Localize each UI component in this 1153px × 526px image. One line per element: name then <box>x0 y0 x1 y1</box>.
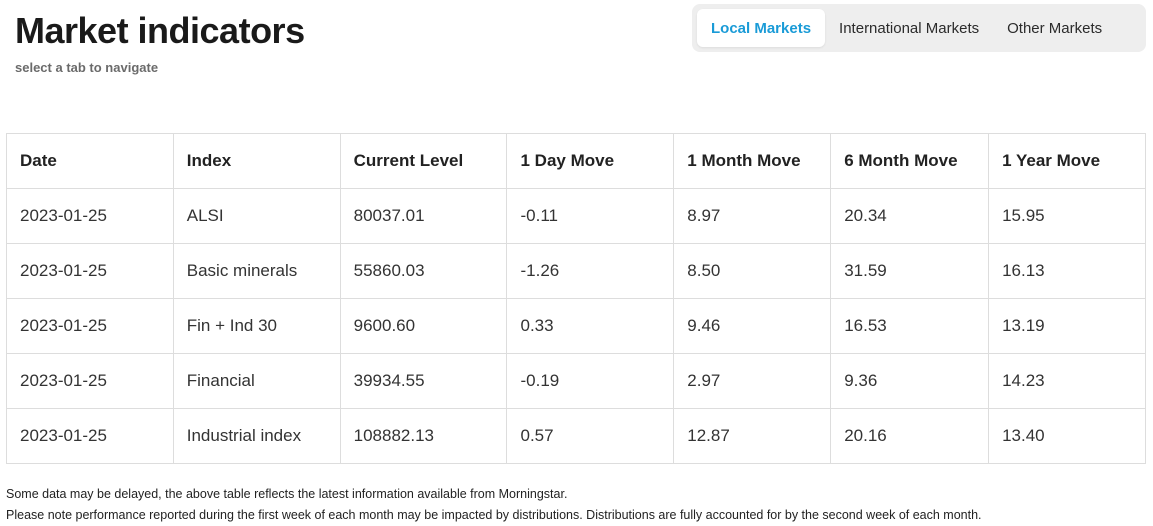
footnote-delay: Some data may be delayed, the above tabl… <box>6 487 568 501</box>
table-row: 2023-01-25 Financial 39934.55 -0.19 2.97… <box>6 353 1146 409</box>
cell-1-day-move: -0.11 <box>506 188 675 244</box>
market-tabs: Local Markets International Markets Othe… <box>692 4 1146 52</box>
page-title: Market indicators <box>15 10 305 51</box>
cell-6-month-move: 20.34 <box>830 188 990 244</box>
cell-1-month-move: 8.97 <box>673 188 832 244</box>
cell-current-level: 39934.55 <box>339 353 508 409</box>
column-header-1-month-move: 1 Month Move <box>673 133 832 189</box>
footnote-distributions: Please note performance reported during … <box>6 508 982 522</box>
cell-6-month-move: 20.16 <box>830 408 990 464</box>
cell-index: Financial <box>172 353 341 409</box>
cell-current-level: 108882.13 <box>339 408 508 464</box>
cell-index: Industrial index <box>172 408 341 464</box>
cell-date: 2023-01-25 <box>6 408 174 464</box>
cell-1-month-move: 2.97 <box>673 353 832 409</box>
cell-1-day-move: 0.57 <box>506 408 675 464</box>
cell-1-day-move: 0.33 <box>506 298 675 354</box>
cell-current-level: 80037.01 <box>339 188 508 244</box>
cell-current-level: 55860.03 <box>339 243 508 299</box>
table-header-row: Date Index Current Level 1 Day Move 1 Mo… <box>6 133 1146 189</box>
cell-1-year-move: 14.23 <box>988 353 1146 409</box>
cell-1-year-move: 16.13 <box>988 243 1146 299</box>
cell-current-level: 9600.60 <box>339 298 508 354</box>
table-row: 2023-01-25 Fin + Ind 30 9600.60 0.33 9.4… <box>6 298 1146 354</box>
table-row: 2023-01-25 Basic minerals 55860.03 -1.26… <box>6 243 1146 299</box>
column-header-index: Index <box>172 133 341 189</box>
cell-6-month-move: 31.59 <box>830 243 990 299</box>
column-header-date: Date <box>6 133 174 189</box>
cell-1-month-move: 9.46 <box>673 298 832 354</box>
page-subtitle: select a tab to navigate <box>15 60 159 75</box>
cell-date: 2023-01-25 <box>6 353 174 409</box>
tab-international-markets[interactable]: International Markets <box>839 19 980 37</box>
column-header-1-year-move: 1 Year Move <box>988 133 1146 189</box>
cell-date: 2023-01-25 <box>6 298 174 354</box>
cell-date: 2023-01-25 <box>6 188 174 244</box>
market-indicators-table: Date Index Current Level 1 Day Move 1 Mo… <box>6 133 1146 464</box>
cell-6-month-move: 16.53 <box>830 298 990 354</box>
footnotes: Some data may be delayed, the above tabl… <box>6 484 982 526</box>
cell-1-month-move: 8.50 <box>673 243 832 299</box>
column-header-1-day-move: 1 Day Move <box>506 133 675 189</box>
cell-index: Basic minerals <box>172 243 341 299</box>
tab-other-markets[interactable]: Other Markets <box>1007 19 1103 37</box>
cell-date: 2023-01-25 <box>6 243 174 299</box>
table-row: 2023-01-25 Industrial index 108882.13 0.… <box>6 408 1146 464</box>
cell-1-day-move: -1.26 <box>506 243 675 299</box>
column-header-6-month-move: 6 Month Move <box>830 133 990 189</box>
tab-local-markets[interactable]: Local Markets <box>697 9 826 47</box>
cell-1-year-move: 13.19 <box>988 298 1146 354</box>
cell-6-month-move: 9.36 <box>830 353 990 409</box>
table-row: 2023-01-25 ALSI 80037.01 -0.11 8.97 20.3… <box>6 188 1146 244</box>
cell-1-month-move: 12.87 <box>673 408 832 464</box>
cell-index: Fin + Ind 30 <box>172 298 341 354</box>
column-header-current-level: Current Level <box>339 133 508 189</box>
cell-1-day-move: -0.19 <box>506 353 675 409</box>
cell-1-year-move: 15.95 <box>988 188 1146 244</box>
cell-index: ALSI <box>172 188 341 244</box>
cell-1-year-move: 13.40 <box>988 408 1146 464</box>
